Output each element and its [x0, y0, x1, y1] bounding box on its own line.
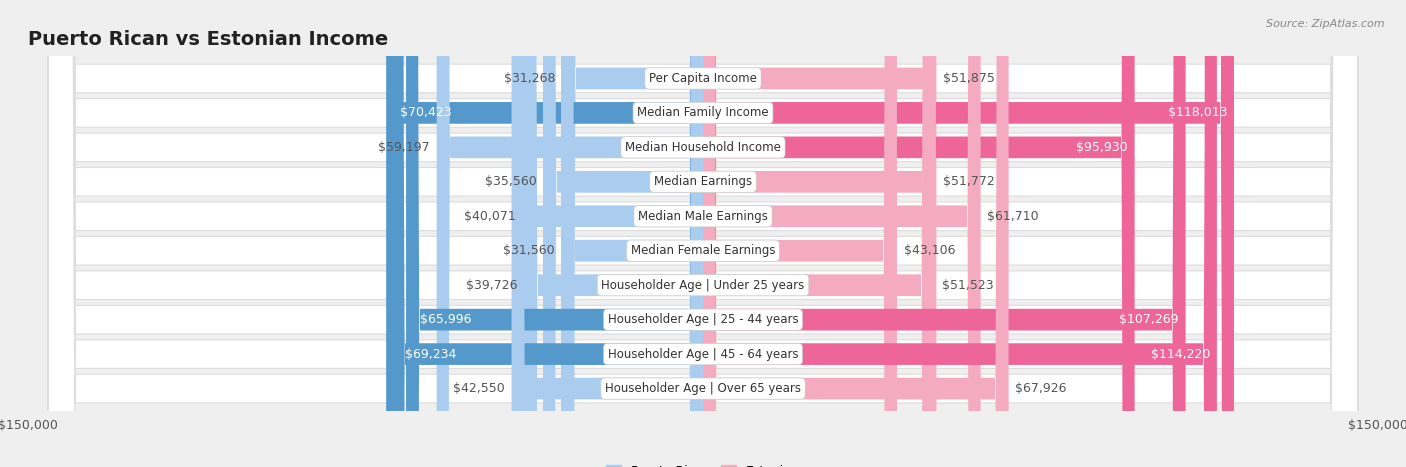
- Text: $65,996: $65,996: [419, 313, 471, 326]
- Text: $51,772: $51,772: [942, 175, 994, 188]
- Text: $118,013: $118,013: [1168, 106, 1227, 120]
- Text: Per Capita Income: Per Capita Income: [650, 72, 756, 85]
- Text: $43,106: $43,106: [904, 244, 955, 257]
- Text: Median Male Earnings: Median Male Earnings: [638, 210, 768, 223]
- Text: $51,523: $51,523: [942, 279, 993, 292]
- Text: Puerto Rican vs Estonian Income: Puerto Rican vs Estonian Income: [28, 30, 388, 49]
- Text: Householder Age | Over 65 years: Householder Age | Over 65 years: [605, 382, 801, 395]
- FancyBboxPatch shape: [406, 0, 703, 467]
- Text: $69,234: $69,234: [405, 347, 457, 361]
- FancyBboxPatch shape: [437, 0, 703, 467]
- FancyBboxPatch shape: [703, 0, 1008, 467]
- Text: $35,560: $35,560: [485, 175, 536, 188]
- Text: Householder Age | Under 25 years: Householder Age | Under 25 years: [602, 279, 804, 292]
- FancyBboxPatch shape: [703, 0, 935, 467]
- Text: $114,220: $114,220: [1150, 347, 1211, 361]
- FancyBboxPatch shape: [524, 0, 703, 467]
- FancyBboxPatch shape: [391, 0, 703, 467]
- Text: $61,710: $61,710: [987, 210, 1039, 223]
- FancyBboxPatch shape: [48, 0, 1358, 467]
- FancyBboxPatch shape: [512, 0, 703, 467]
- Text: $51,875: $51,875: [943, 72, 995, 85]
- FancyBboxPatch shape: [48, 0, 1358, 467]
- Text: $59,197: $59,197: [378, 141, 430, 154]
- Text: Median Female Earnings: Median Female Earnings: [631, 244, 775, 257]
- FancyBboxPatch shape: [48, 0, 1358, 467]
- FancyBboxPatch shape: [703, 0, 1185, 467]
- FancyBboxPatch shape: [48, 0, 1358, 467]
- Text: $31,560: $31,560: [502, 244, 554, 257]
- Text: Median Household Income: Median Household Income: [626, 141, 780, 154]
- Text: $31,268: $31,268: [505, 72, 555, 85]
- FancyBboxPatch shape: [523, 0, 703, 467]
- FancyBboxPatch shape: [703, 0, 1135, 467]
- FancyBboxPatch shape: [48, 0, 1358, 467]
- Text: Householder Age | 25 - 44 years: Householder Age | 25 - 44 years: [607, 313, 799, 326]
- Text: Median Earnings: Median Earnings: [654, 175, 752, 188]
- Text: $107,269: $107,269: [1119, 313, 1178, 326]
- FancyBboxPatch shape: [543, 0, 703, 467]
- FancyBboxPatch shape: [561, 0, 703, 467]
- FancyBboxPatch shape: [703, 0, 1234, 467]
- FancyBboxPatch shape: [703, 0, 936, 467]
- Text: $40,071: $40,071: [464, 210, 516, 223]
- FancyBboxPatch shape: [48, 0, 1358, 467]
- Text: $67,926: $67,926: [1015, 382, 1067, 395]
- Text: $70,423: $70,423: [399, 106, 451, 120]
- FancyBboxPatch shape: [48, 0, 1358, 467]
- Legend: Puerto Rican, Estonian: Puerto Rican, Estonian: [602, 460, 804, 467]
- FancyBboxPatch shape: [703, 0, 980, 467]
- FancyBboxPatch shape: [48, 0, 1358, 467]
- FancyBboxPatch shape: [703, 0, 936, 467]
- FancyBboxPatch shape: [387, 0, 703, 467]
- FancyBboxPatch shape: [48, 0, 1358, 467]
- Text: $95,930: $95,930: [1076, 141, 1128, 154]
- Text: Householder Age | 45 - 64 years: Householder Age | 45 - 64 years: [607, 347, 799, 361]
- Text: Median Family Income: Median Family Income: [637, 106, 769, 120]
- Text: $39,726: $39,726: [465, 279, 517, 292]
- FancyBboxPatch shape: [562, 0, 703, 467]
- Text: $42,550: $42,550: [453, 382, 505, 395]
- FancyBboxPatch shape: [703, 0, 897, 467]
- FancyBboxPatch shape: [48, 0, 1358, 467]
- Text: Source: ZipAtlas.com: Source: ZipAtlas.com: [1267, 19, 1385, 28]
- FancyBboxPatch shape: [703, 0, 1218, 467]
